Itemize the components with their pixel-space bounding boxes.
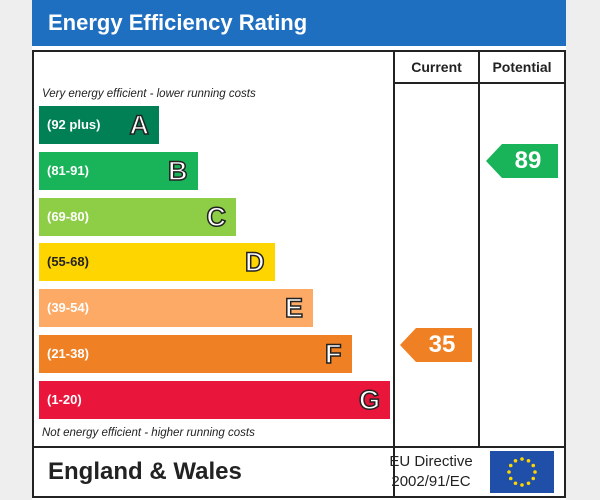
footer-divider (393, 448, 395, 496)
footer: England & Wales EU Directive 2002/91/EC (32, 448, 566, 498)
rating-table: Current Potential Very energy efficient … (32, 50, 566, 448)
note-efficient: Very energy efficient - lower running co… (42, 88, 256, 100)
potential-column-header: Potential (492, 59, 552, 75)
band-c: (69-80) C (39, 197, 236, 236)
band-b: (81-91) B (39, 151, 198, 190)
band-letter: E (284, 292, 304, 324)
current-rating-badge: 35 (400, 328, 472, 362)
band-letter: F (324, 338, 342, 370)
band-a: (92 plus) A (39, 106, 159, 144)
band-range: (92 plus) (47, 117, 101, 132)
column-divider-potential (478, 52, 480, 446)
directive-line-2: 2002/91/EC (391, 473, 471, 490)
potential-rating-value: 89 (514, 147, 542, 174)
directive-line-1: EU Directive (389, 453, 473, 470)
eu-star-icon (508, 476, 513, 481)
eu-star-icon (513, 481, 518, 486)
eu-star-icon (533, 470, 537, 474)
eu-directive: EU Directive 2002/91/EC (376, 452, 486, 492)
band-e: (39-54) E (39, 289, 313, 328)
band-f: (21-38) F (39, 335, 352, 373)
column-divider-current (393, 52, 395, 446)
eu-star-icon (526, 458, 531, 463)
eu-star-icon (507, 470, 511, 474)
potential-arrow-shape (486, 144, 558, 178)
header-divider (395, 82, 564, 84)
eu-star-icon (508, 463, 513, 468)
band-g: (1-20) G (39, 380, 390, 419)
current-rating-value: 35 (428, 331, 456, 358)
band-range: (55-68) (47, 254, 89, 270)
current-arrow-shape (400, 328, 472, 362)
band-range: (39-54) (47, 300, 89, 316)
band-letter: C (206, 201, 227, 233)
band-range: (69-80) (47, 208, 89, 224)
eu-star-icon (513, 458, 518, 463)
band-range: (1-20) (47, 391, 82, 407)
eu-star-icon (526, 481, 531, 486)
band-letter: G (358, 384, 381, 416)
note-inefficient: Not energy efficient - higher running co… (42, 427, 255, 439)
band-d: (55-68) D (39, 243, 275, 282)
eu-star-icon (520, 483, 524, 487)
eu-star-icon (520, 457, 524, 461)
band-letter: A (129, 109, 150, 141)
chart-title: Energy Efficiency Rating (32, 0, 566, 46)
band-letter: D (244, 247, 265, 279)
eu-flag-icon (490, 451, 554, 493)
band-range: (81-91) (47, 162, 89, 178)
region-label: England & Wales (48, 458, 242, 485)
eu-star-icon (531, 463, 536, 468)
potential-rating-badge: 89 (486, 144, 558, 178)
eu-star-icon (531, 476, 536, 481)
band-range: (21-38) (47, 346, 89, 361)
band-letter: B (167, 155, 188, 187)
current-column-header: Current (411, 59, 462, 75)
epc-chart: Energy Efficiency Rating Current Potenti… (32, 0, 566, 500)
